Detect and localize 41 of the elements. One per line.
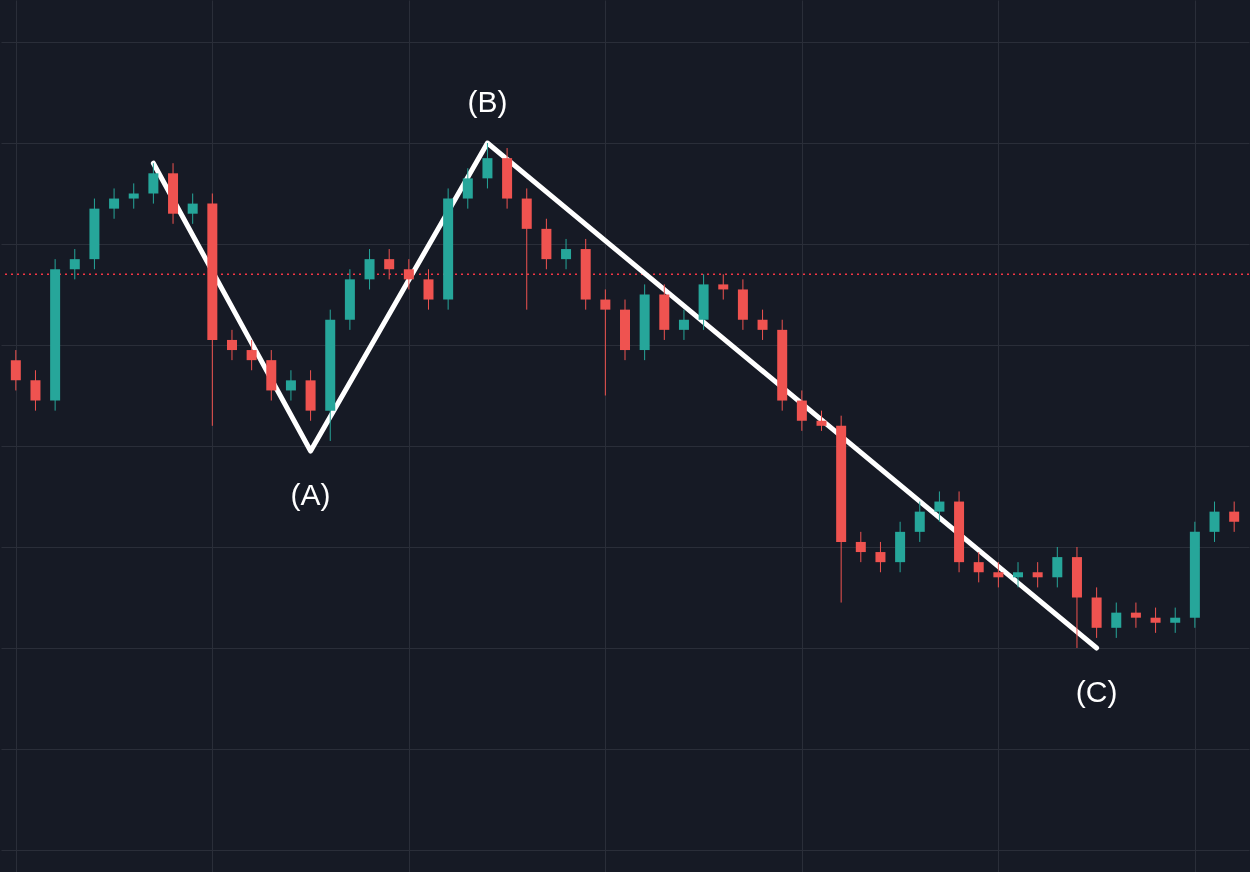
candlestick — [914, 501, 925, 543]
candlestick — [148, 162, 159, 205]
candlestick — [1130, 602, 1141, 629]
candlestick — [128, 182, 139, 210]
candlestick — [1111, 602, 1122, 639]
text: (C) — [1075, 675, 1118, 708]
candlestick — [993, 561, 1004, 588]
candlestick — [364, 248, 375, 290]
candlestick — [757, 309, 768, 341]
candlestick — [973, 551, 984, 583]
candlestick — [678, 309, 689, 341]
candlestick — [934, 490, 945, 523]
candlestick — [246, 339, 257, 371]
candlestick — [226, 329, 237, 361]
candlestick — [1170, 607, 1181, 634]
candlestick — [1209, 501, 1220, 543]
candlestick — [403, 258, 414, 290]
text: (B) — [467, 85, 508, 118]
candlestick — [718, 273, 729, 301]
candlestick — [855, 531, 866, 563]
candlestick — [1032, 561, 1043, 588]
candlestick — [30, 369, 41, 412]
candlestick — [10, 349, 21, 391]
candlestick — [285, 369, 296, 402]
candlestick — [423, 268, 434, 311]
candlestick — [384, 248, 395, 280]
candlestick — [561, 238, 572, 270]
candlestick — [482, 142, 493, 189]
candlestick — [69, 248, 80, 280]
candlestick — [816, 410, 827, 432]
candlestick — [600, 288, 611, 396]
annotation: (A) — [290, 478, 331, 512]
candlestick — [109, 187, 120, 220]
candlestick — [187, 193, 198, 225]
candlestick — [1013, 561, 1024, 588]
candlestick — [1150, 607, 1161, 634]
candlestick — [875, 541, 886, 573]
candlestick — [1052, 546, 1063, 588]
candlestick — [1229, 501, 1240, 533]
candlestick — [462, 167, 473, 210]
candlestick — [796, 389, 807, 432]
